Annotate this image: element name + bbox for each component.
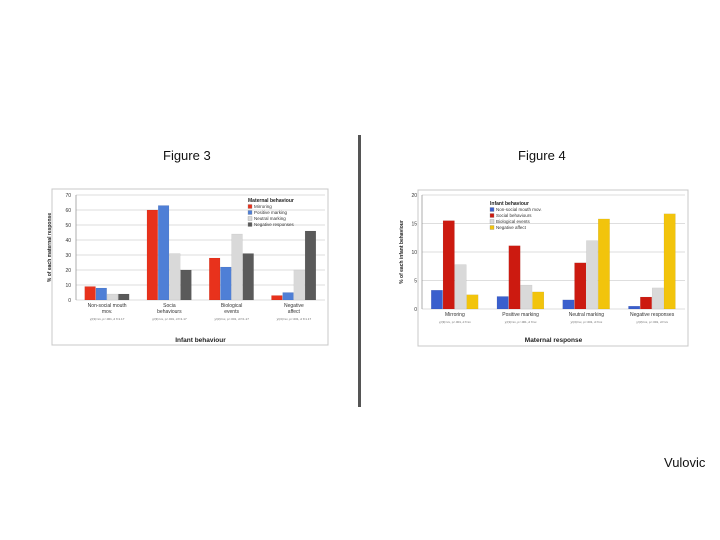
chart-frame — [51, 188, 329, 346]
bar — [84, 286, 96, 301]
x-tick-label: events — [224, 309, 239, 315]
legend-swatch — [247, 216, 253, 221]
legend-entry: Non-social mouth mov. — [496, 207, 542, 212]
bar — [231, 233, 243, 301]
bar — [106, 293, 119, 301]
legend-entry: Negative affect — [496, 225, 527, 230]
bar — [663, 213, 676, 310]
bar — [271, 295, 283, 301]
y-tick-label: 5 — [414, 279, 417, 285]
bar — [586, 240, 598, 310]
stat-footnote: χ²(3)=xx, p<.001, d f=1.17 — [214, 317, 249, 321]
bar — [282, 292, 294, 301]
x-tick-label: Negative — [284, 303, 304, 309]
bar — [242, 253, 254, 301]
bar — [466, 294, 479, 310]
y-axis-label: % of each infant behaviour — [399, 220, 405, 284]
bar — [520, 284, 533, 310]
x-axis-label: Infant behaviour — [175, 337, 226, 344]
bar — [496, 296, 509, 310]
legend-entry: Social behaviours — [496, 213, 532, 218]
x-tick-label: Neutral marking — [569, 312, 605, 318]
stat-footnote: χ²(3)=xx, p<.001, d f=xx — [571, 320, 603, 324]
x-tick-label: Mirroring — [445, 312, 465, 318]
author-name: Vulovic — [664, 455, 706, 470]
legend-entry: Biological events — [496, 219, 531, 224]
x-tick-label: affect — [288, 309, 301, 315]
legend-swatch — [489, 219, 495, 224]
x-tick-label: Socia — [163, 303, 176, 309]
bar — [95, 287, 107, 301]
y-tick-label: 30 — [65, 253, 71, 259]
bar — [220, 266, 232, 301]
bar — [180, 269, 192, 301]
bar — [532, 291, 545, 310]
stat-footnote: χ²(3)=xx, p<.001, d f=1.17 — [90, 317, 125, 321]
x-tick-label: Non-social mouth — [88, 303, 127, 309]
y-tick-label: 20 — [65, 268, 71, 274]
figure-3-chart: 0 10 20 30 40 50 60 70 % of each maternal respon… — [47, 188, 329, 346]
bar — [118, 293, 130, 301]
bar — [304, 230, 317, 301]
bar — [598, 218, 610, 310]
legend-swatch — [489, 213, 495, 218]
y-tick-label: 70 — [65, 193, 71, 199]
legend-swatch — [247, 210, 253, 215]
stat-footnote: χ²(3)=xx, p<.001, d f=xx — [505, 320, 537, 324]
legend-swatch — [247, 222, 253, 227]
legend-title: Infant behaviour — [490, 201, 529, 207]
bar — [651, 287, 664, 310]
stat-footnote: χ²(3)=xx, p<.001, d f=xx — [439, 320, 471, 324]
bar — [431, 290, 443, 310]
y-tick-label: 10 — [65, 283, 71, 289]
bar — [562, 299, 575, 310]
y-tick-label: 10 — [411, 250, 417, 256]
bar — [574, 262, 587, 310]
bar — [640, 296, 652, 310]
legend-title: Maternal behaviour — [248, 198, 294, 204]
figure-4-chart: 0 5 10 15 20 % of each infant behaviour Mirror… — [399, 189, 689, 347]
y-tick-label: 60 — [65, 208, 71, 214]
x-tick-label: Negative responses — [630, 312, 675, 318]
legend-entry: Mirroring — [254, 204, 272, 209]
x-tick-label: Biological — [221, 303, 242, 309]
x-axis-label: Maternal response — [525, 337, 583, 344]
bar — [508, 245, 521, 310]
bar — [146, 209, 158, 301]
bar — [209, 257, 221, 301]
bar — [442, 220, 455, 310]
legend-swatch — [489, 207, 495, 212]
stat-footnote: χ²(3)=xx, p<.001, d f=1.17 — [152, 317, 187, 321]
vertical-divider — [358, 135, 361, 407]
x-tick-label: mov. — [102, 309, 112, 315]
y-tick-label: 0 — [414, 307, 417, 313]
legend-entry: Negative responses — [254, 222, 295, 227]
stat-footnote: χ²(3)=xx, p<.001, d f=1.17 — [277, 317, 312, 321]
legend-swatch — [489, 225, 495, 230]
y-axis-label: % of each maternal response — [47, 213, 53, 282]
legend-swatch — [247, 204, 253, 209]
legend-entry: Neutral marking — [254, 216, 286, 221]
y-tick-label: 20 — [411, 193, 417, 199]
bar — [169, 253, 181, 301]
y-tick-label: 50 — [65, 223, 71, 229]
legend-entry: Positive marking — [254, 210, 288, 215]
bar — [454, 264, 467, 310]
figure-4-title: Figure 4 — [518, 148, 566, 163]
y-tick-label: 40 — [65, 238, 71, 244]
figure-3-title: Figure 3 — [163, 148, 211, 163]
bar — [628, 306, 641, 310]
x-tick-label: Positive marking — [502, 312, 539, 318]
x-tick-label: behaviours — [157, 309, 182, 315]
bar — [293, 269, 305, 301]
stat-footnote: χ²(3)=xx, p<.001, d f=xx — [636, 320, 668, 324]
bar — [158, 205, 170, 301]
y-tick-label: 0 — [68, 298, 71, 304]
y-tick-label: 15 — [411, 222, 417, 228]
